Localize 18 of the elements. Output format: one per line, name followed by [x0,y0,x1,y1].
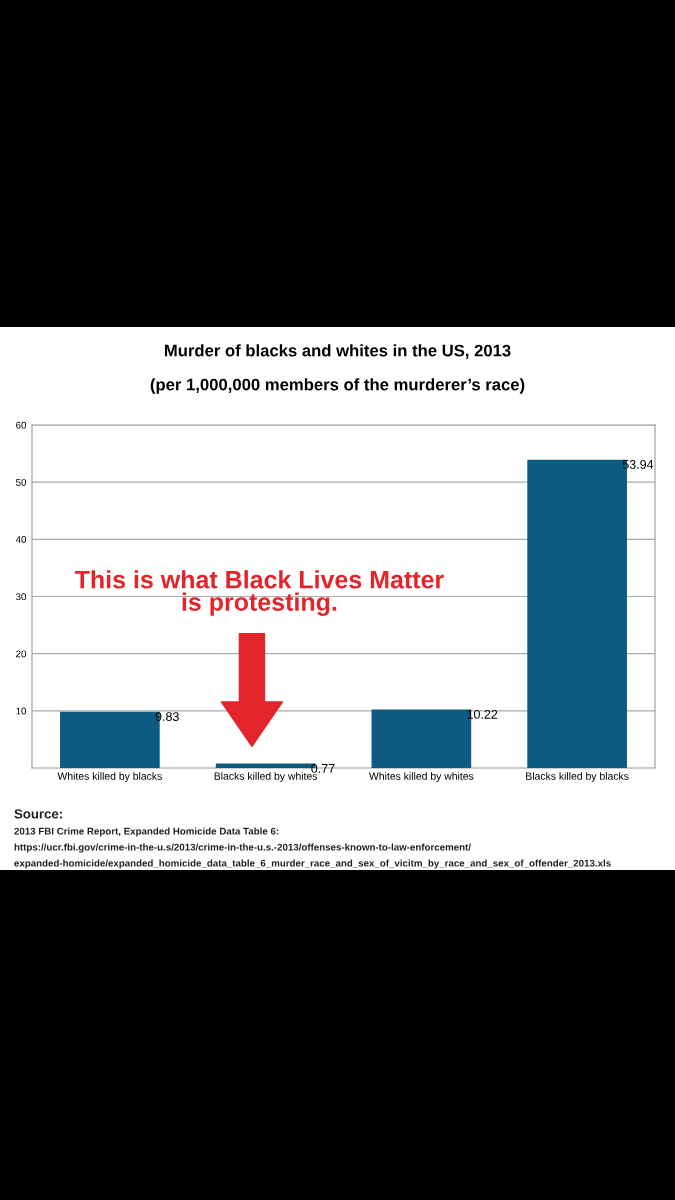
x-tick-label: Blacks killed by whites [214,772,318,782]
y-tick-label: 40 [15,536,27,543]
source-note: Source: [14,809,62,819]
text: 2013 FBI Crime Report, Expanded Homicide Data Table 6: [14,827,279,837]
text: https://ucr.fbi.gov/crime-in-the-u.s/2013/crime-in-the-u.s.-2013/offenses-known-to-law-enforcement/ [14,843,471,853]
y-tick-label: 30 [16,593,27,601]
y-tick-label: 20 [16,650,27,658]
x-tick-label: Blacks killed by blacks [526,772,629,782]
data-label: 0.77 [311,763,335,773]
y-tick-label: 50 [16,478,27,486]
annotation: This is what Black Lives Matter is protesting. [74,570,444,616]
y-tick-label: 60 [16,421,27,429]
x-tick-label: Whites killed by blacks [57,772,162,782]
chart-title: Murder of blacks and whites in the US, 2013 [164,344,511,359]
text: expanded-homicide/expanded_homicide_data_table_6_murder_race_and_sex_of_vicitm_by_race_and_sex_of_offender_2013.xls [14,859,611,869]
y-tick-label: 10 [16,707,27,715]
x-tick-label: Whites killed by whites [369,772,474,782]
chart-subtitle: (per 1,000,000 members of the murderer’s race) [150,378,525,394]
